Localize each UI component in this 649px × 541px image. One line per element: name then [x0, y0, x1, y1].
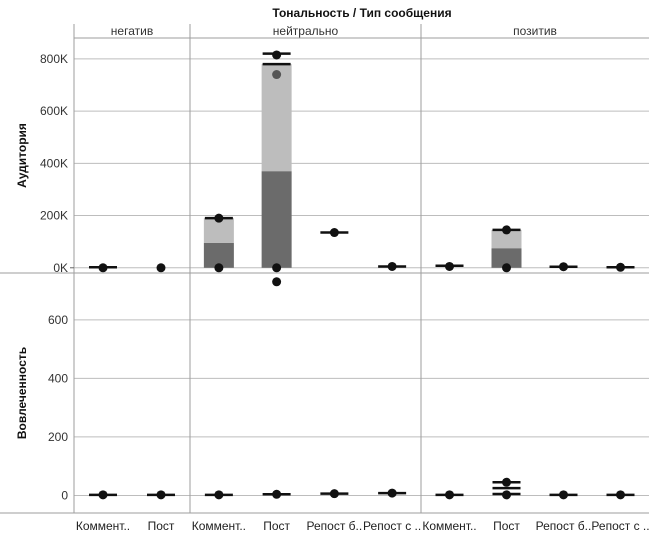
y-tick-label: 0K — [53, 261, 68, 275]
data-point — [272, 263, 282, 273]
labels-layer: 0K 200K 400K 600K 800K Аудитория 0 200 400 600 Вов… — [15, 24, 649, 533]
y-tick-label: 600 — [48, 313, 68, 327]
data-point — [387, 261, 397, 271]
y-tick-label: 0 — [61, 488, 68, 502]
y-tick-label: 200 — [48, 430, 68, 444]
bar-dark-segment — [261, 171, 292, 268]
category-label: Пост — [148, 519, 175, 533]
category-label: Коммент.. — [192, 519, 246, 533]
engagement-point — [559, 490, 568, 500]
category-label: Пост — [263, 519, 290, 533]
category-label: Репост б.. — [307, 519, 363, 533]
engagement-point — [156, 490, 166, 500]
y-tick-label: 200K — [40, 209, 68, 223]
data-point — [616, 262, 625, 272]
engagement-point — [329, 489, 339, 499]
marks-layer — [89, 50, 635, 500]
data-point — [502, 225, 511, 235]
y-tick-label: 400K — [40, 156, 68, 170]
chart-title: Тональность / Тип сообщения — [272, 6, 451, 20]
y-tick-label: 400 — [48, 371, 68, 385]
data-point — [156, 263, 166, 273]
y-axis-label: Аудитория — [15, 123, 29, 188]
group-header: позитив — [513, 24, 557, 38]
y-tick-label: 600K — [40, 104, 68, 118]
data-point — [559, 262, 568, 272]
data-point — [329, 228, 339, 238]
engagement-point — [502, 490, 511, 500]
data-point — [214, 213, 224, 223]
data-point — [445, 261, 454, 271]
category-label: Пост — [493, 519, 520, 533]
category-label: Коммент.. — [76, 519, 130, 533]
y-tick-label: 800K — [40, 52, 68, 66]
bar-dark-segment — [491, 248, 522, 268]
group-header: нейтрально — [273, 24, 339, 38]
category-label: Коммент.. — [422, 519, 476, 533]
category-label: Репост с .. — [363, 519, 421, 533]
engagement-point — [272, 277, 282, 287]
engagement-point — [98, 490, 108, 500]
engagement-point — [272, 489, 282, 499]
engagement-point — [502, 477, 511, 487]
category-label: Репост с .. — [591, 519, 649, 533]
bar-light-segment — [261, 64, 292, 172]
engagement-point — [445, 490, 454, 500]
engagement-point — [616, 490, 625, 500]
group-header: негатив — [111, 24, 153, 38]
data-point — [214, 263, 224, 273]
data-point — [272, 50, 282, 60]
data-point — [272, 70, 282, 80]
bar-light-segment — [491, 229, 522, 249]
engagement-point — [214, 490, 224, 500]
data-point — [502, 263, 511, 273]
data-point — [98, 263, 108, 273]
engagement-point — [387, 488, 397, 498]
grid-layer — [0, 24, 649, 514]
y-axis-label: Вовлеченность — [15, 347, 29, 439]
category-label: Репост б.. — [536, 519, 592, 533]
